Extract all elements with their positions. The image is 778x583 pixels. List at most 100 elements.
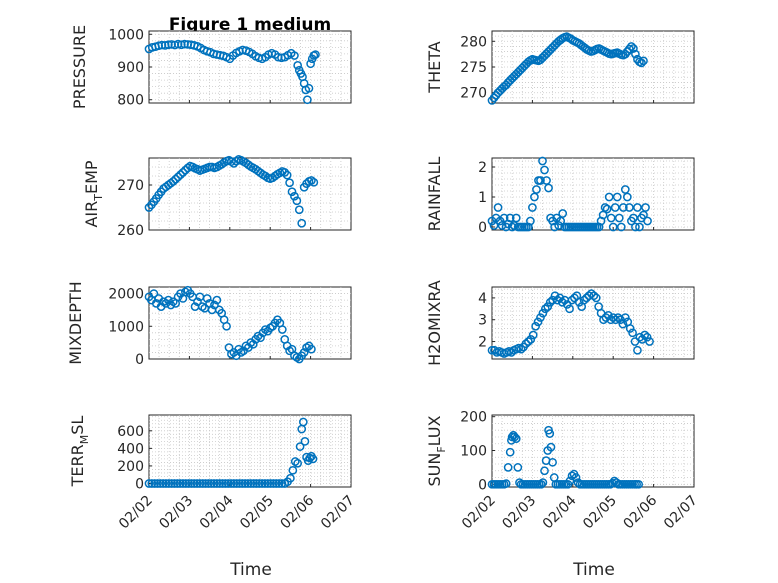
data-point [274,479,284,488]
data-point [292,196,302,206]
data-point [629,44,638,53]
data-point [510,432,519,442]
data-point [295,442,305,451]
data-point [202,294,212,303]
data-point [532,185,541,194]
y-tick-label: 2000 [108,287,144,303]
data-point [187,479,196,488]
data-point [610,203,620,212]
y-axis-label: MIXDEPTH [66,281,85,364]
data-point [304,83,314,93]
data-point [536,479,546,489]
data-point [489,221,499,230]
data-point [606,213,616,223]
data-point [277,479,287,488]
data-point [612,192,622,202]
data-point [587,289,596,298]
data-point [260,479,270,488]
data-point [565,304,574,314]
data-point [625,203,634,212]
data-point [263,479,273,488]
data-point [168,177,178,186]
y-axis-label: THETA [425,41,444,93]
data-point [546,442,556,452]
y-tick-label: 200 [460,410,487,426]
data-point [611,315,620,325]
data-point [556,216,566,226]
data-point [189,479,199,488]
data-point [536,313,545,322]
data-point [571,473,581,482]
data-point [161,479,171,488]
x-tick-label: 02/05 [237,493,277,533]
data-point [294,205,304,215]
x-tick-label: 02/03 [499,493,539,533]
data-point [170,479,179,488]
y-tick-label: 2 [478,160,487,176]
data-point [237,479,247,488]
data-point [204,479,213,488]
data-point [602,204,612,214]
data-point [290,51,299,60]
data-point [643,216,652,226]
data-point [628,328,637,338]
data-point [513,463,523,472]
y-tick-label: 270 [117,178,144,194]
data-point [625,324,635,333]
data-point [235,479,244,488]
data-point [521,339,531,349]
data-point [505,213,515,223]
data-point [240,479,250,488]
data-point [226,479,236,488]
data-point [531,321,540,331]
data-point [642,332,652,342]
data-point [555,293,565,303]
subplot-pressure: 800 900 1000 PRESSURE [70,25,352,109]
x-tick-label: 02/02 [116,493,156,533]
y-axis-label: H2OMIXRA [425,280,444,366]
data-point [631,49,640,59]
data-point [198,479,208,488]
data-point [633,203,642,212]
data-point [528,330,538,340]
y-tick-label: 260 [117,223,144,239]
data-point [538,478,548,487]
data-point [297,218,307,228]
data-point [212,295,222,305]
data-point [554,221,564,230]
data-point [616,222,626,232]
figure-title: Figure 1 medium [169,15,331,35]
data-point [558,209,568,218]
data-point [155,479,165,488]
y-axis-label: PRESSURE [70,25,89,109]
data-point [574,297,584,307]
data-point [528,203,537,212]
data-point [501,479,511,488]
data-point [516,344,526,354]
data-point [562,300,572,309]
data-point [505,447,515,457]
data-point [175,479,185,488]
data-point [293,458,303,468]
data-point [286,473,295,483]
data-point [550,222,559,232]
y-tick-label: 2 [478,335,487,351]
data-point [639,56,648,66]
data-point [570,293,579,303]
subplot-rainfall: 0 1 2 RAINFALL [425,157,695,236]
data-point [246,479,256,488]
x-tick-label: 02/05 [580,493,620,533]
data-point [158,479,168,488]
y-tick-label: 1 [478,190,487,206]
data-point [540,466,549,476]
data-point [536,176,545,185]
y-tick-label: 0 [135,476,144,492]
data-point [212,479,222,488]
data-point [176,170,185,179]
data-point [627,42,636,51]
data-point [629,213,638,223]
data-point [306,59,315,69]
y-tick-label: 600 [117,424,144,440]
data-point [167,479,176,488]
data-point [243,479,253,488]
